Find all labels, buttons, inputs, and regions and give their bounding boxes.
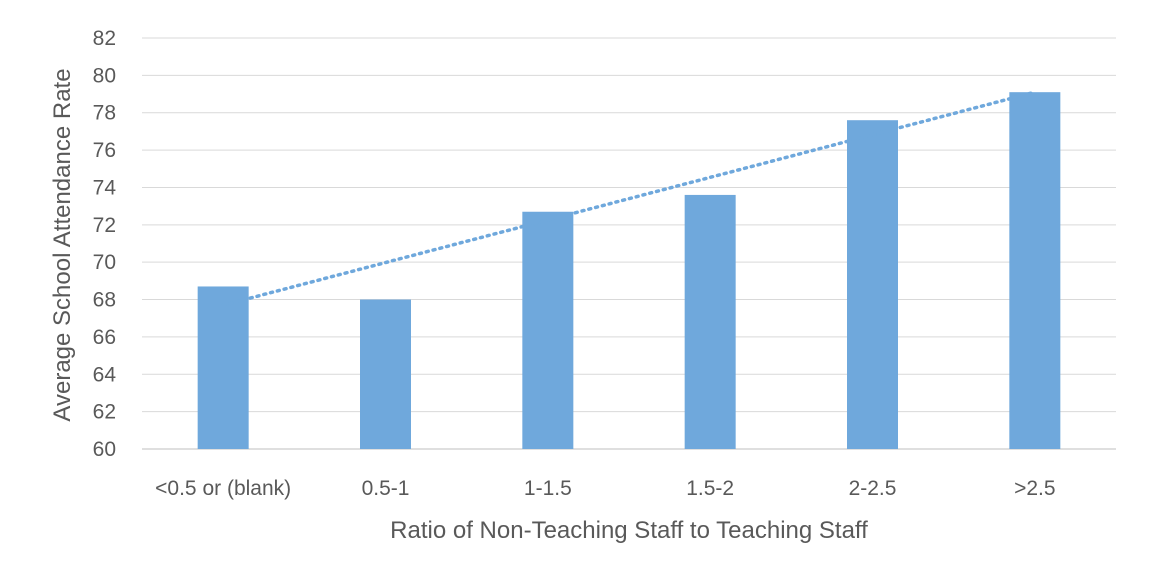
x-axis-title: Ratio of Non-Teaching Staff to Teaching … [390, 517, 868, 544]
x-tick-label-3: 1-1.5 [524, 477, 572, 500]
x-tick-label-6: >2.5 [1014, 477, 1055, 500]
y-axis-title: Average School Attendance Rate [49, 68, 76, 421]
x-tick-label-2: 0.5-1 [362, 477, 410, 500]
x-axis-ticks: <0.5 or (blank) 0.5-1 1-1.5 1.5-2 2-2.5 >2.5 [155, 477, 1055, 500]
y-tick-label-68: 68 [93, 289, 116, 312]
bar-4 [684, 194, 736, 449]
bar-5 [847, 120, 898, 449]
y-tick-label-80: 80 [93, 64, 116, 87]
trendline [221, 90, 1037, 307]
bars [197, 92, 1061, 449]
x-tick-label-1: <0.5 or (blank) [155, 477, 291, 500]
y-tick-label-82: 82 [93, 27, 116, 50]
x-tick-label-4: 1.5-2 [686, 477, 734, 500]
bar-6 [1009, 92, 1061, 449]
bar-3 [522, 211, 574, 449]
y-tick-label-60: 60 [93, 438, 116, 461]
y-tick-label-76: 76 [93, 139, 116, 162]
y-tick-label-78: 78 [93, 102, 116, 125]
y-tick-label-66: 66 [93, 326, 116, 349]
x-tick-label-5: 2-2.5 [849, 477, 897, 500]
bar-2 [360, 299, 411, 449]
y-tick-label-70: 70 [93, 251, 116, 274]
y-tick-label-72: 72 [93, 214, 116, 237]
y-tick-label-74: 74 [93, 176, 117, 199]
y-axis-ticks: 60 62 64 66 68 70 72 74 76 78 80 82 [93, 27, 117, 461]
y-tick-label-64: 64 [93, 363, 117, 386]
gridlines [142, 37, 1116, 450]
bar-1 [197, 286, 249, 449]
y-tick-label-62: 62 [93, 401, 116, 424]
